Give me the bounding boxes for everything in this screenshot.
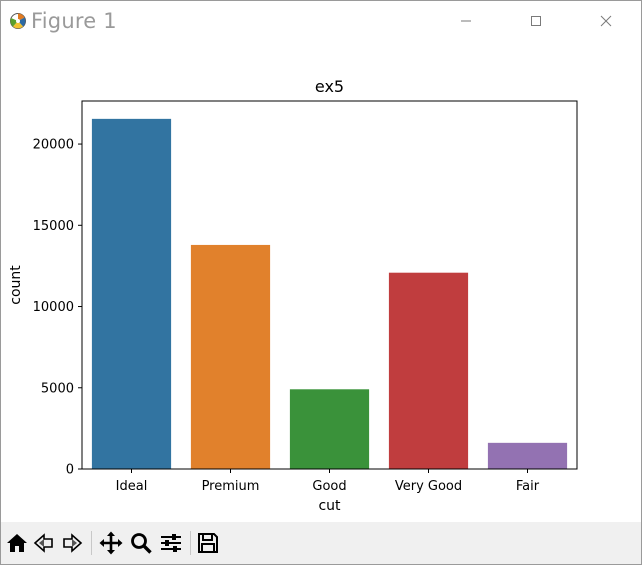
navigation-toolbar — [1, 522, 641, 564]
maximize-button[interactable] — [513, 1, 559, 41]
back-icon — [33, 533, 53, 553]
figure-canvas[interactable]: 0 5000 10000 15000 20000 Ideal Premium Good Ver… — [1, 43, 641, 522]
bar-chart: 0 5000 10000 15000 20000 Ideal Premium Good Ver… — [8, 77, 578, 514]
home-button[interactable] — [4, 530, 30, 556]
bar-very-good — [388, 272, 469, 469]
minimize-button[interactable] — [443, 1, 489, 41]
forward-icon — [63, 533, 83, 553]
bar-premium — [190, 244, 271, 469]
configure-subplots-icon — [161, 534, 181, 552]
bar-good — [289, 389, 370, 469]
bars-group — [91, 118, 568, 470]
x-tick-label: Very Good — [395, 479, 462, 494]
toolbar-divider — [91, 531, 92, 555]
x-tick-label: Good — [312, 479, 346, 494]
pan-button[interactable] — [98, 530, 124, 556]
x-tick-label: Ideal — [116, 479, 148, 494]
pan-icon — [99, 531, 123, 555]
y-tick-label: 0 — [66, 463, 74, 478]
home-icon — [7, 534, 27, 552]
x-axis-label: cut — [318, 498, 341, 514]
x-tick-label: Fair — [516, 479, 540, 494]
configure-subplots-button[interactable] — [158, 530, 184, 556]
y-tick-label: 15000 — [33, 219, 74, 234]
chart-title: ex5 — [315, 77, 344, 96]
matplotlib-app-icon — [9, 12, 27, 30]
toolbar-divider — [190, 531, 191, 555]
window-title: Figure 1 — [31, 9, 117, 33]
zoom-button[interactable] — [128, 530, 154, 556]
y-axis-label: count — [8, 265, 24, 305]
forward-button[interactable] — [59, 530, 85, 556]
x-ticks-group: Ideal Premium Good Very Good Fair — [116, 469, 540, 494]
bar-ideal — [91, 118, 172, 470]
y-tick-label: 20000 — [33, 138, 74, 153]
back-button[interactable] — [31, 530, 57, 556]
y-ticks-group: 0 5000 10000 15000 20000 — [33, 138, 82, 478]
x-tick-label: Premium — [202, 479, 260, 494]
title-bar: Figure 1 — [1, 1, 641, 43]
y-tick-label: 10000 — [33, 300, 74, 315]
bar-fair — [487, 442, 568, 469]
close-icon — [600, 15, 612, 27]
save-button[interactable] — [195, 530, 221, 556]
close-button[interactable] — [583, 1, 629, 41]
minimize-icon — [461, 20, 471, 22]
save-icon — [198, 533, 218, 553]
maximize-icon — [531, 16, 541, 26]
zoom-icon — [131, 533, 152, 554]
y-tick-label: 5000 — [41, 381, 74, 396]
